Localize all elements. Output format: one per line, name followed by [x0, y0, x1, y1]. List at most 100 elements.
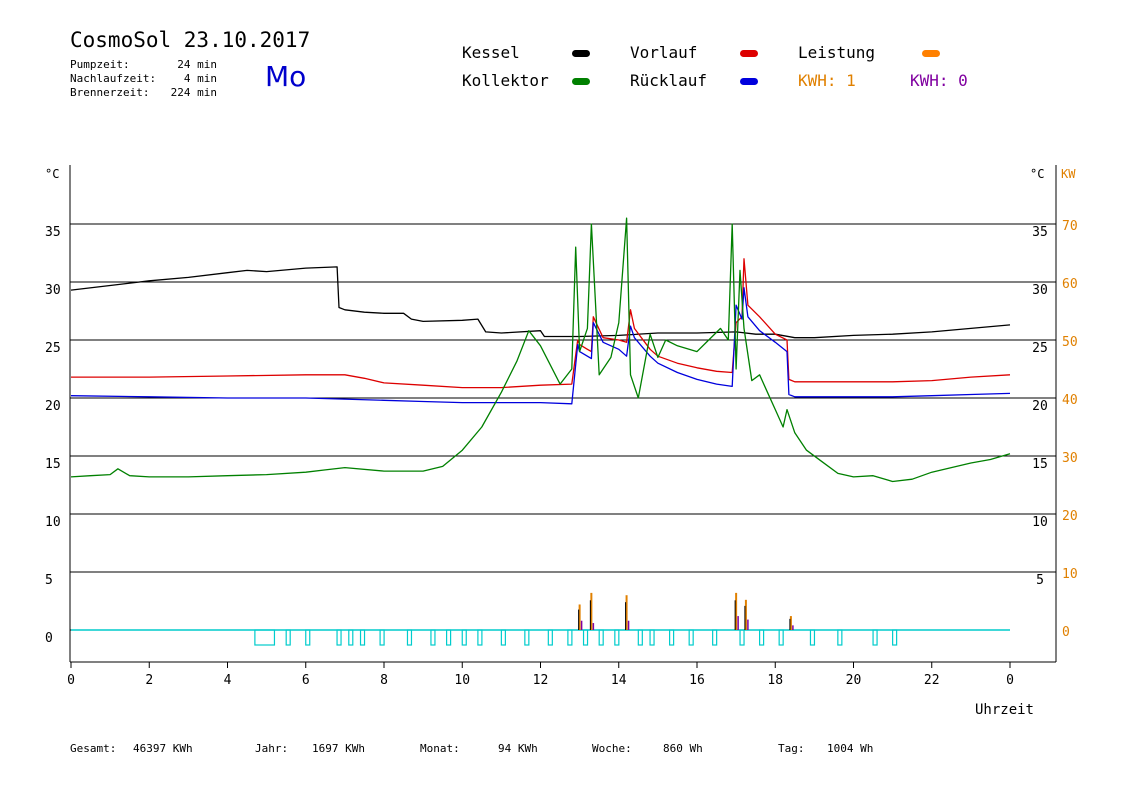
series-line-kessel [70, 266, 1011, 339]
pump-pulse [614, 629, 620, 646]
pump-pulse [837, 629, 843, 646]
series-line-rcklauf [70, 287, 1011, 405]
kw-tick-label: 30 [1062, 451, 1078, 466]
stat-brennerzeit-value: 224 min [170, 86, 217, 99]
y-tick-label-right: 25 [1032, 341, 1048, 356]
kw-unit: KW [1061, 167, 1076, 181]
footer-monat-label: Monat: [420, 742, 460, 755]
series-line-vorlauf [71, 258, 1011, 389]
kw-tick-label: 0 [1062, 625, 1070, 640]
y-tick-label-left: 10 [45, 515, 61, 530]
y-unit-left: °C [45, 167, 59, 181]
pump-pulse [758, 629, 765, 646]
y-unit-right: °C [1030, 167, 1044, 181]
stat-nachlaufzeit-value: 4 min [183, 72, 217, 85]
y-tick-label-right: 15 [1032, 457, 1048, 472]
y-tick-label-left: 0 [45, 631, 53, 646]
kw-tick-label: 20 [1062, 509, 1078, 524]
pump-pulse [669, 629, 675, 646]
kw-tick-label: 50 [1062, 335, 1078, 350]
pump-pulse [649, 629, 655, 646]
pump-pulse [305, 629, 311, 646]
footer-woche-label: Woche: [592, 742, 632, 755]
y-tick-label-left: 15 [45, 457, 61, 472]
pump-pulse [500, 629, 506, 646]
legend-label-kollektor: Kollektor [462, 71, 549, 90]
pump-pulse [461, 629, 467, 646]
legend-label-leistung: Leistung [798, 43, 876, 62]
footer-jahr-value: 1697 KWh [312, 742, 365, 755]
pump-pulse [892, 629, 898, 646]
pump-pulse [712, 629, 718, 646]
pump-pulse [430, 629, 436, 646]
page-title: CosmoSol 23.10.2017 [70, 28, 311, 52]
chart-axes [69, 165, 1057, 668]
legend-swatch-vorlauf [740, 50, 758, 57]
y-tick-label-left: 30 [45, 283, 61, 298]
pump-pulse [688, 629, 694, 646]
x-tick-label: 0 [1006, 673, 1014, 688]
pump-pulse [567, 629, 573, 646]
chart-grid [70, 223, 1056, 631]
y-tick-label-left: 25 [45, 341, 61, 356]
pump-pulse [872, 629, 878, 646]
x-tick-label: 14 [611, 673, 627, 688]
pump-pulse [739, 629, 745, 646]
legend-label-vorlauf: Vorlauf [630, 43, 698, 62]
x-tick-label: 10 [454, 673, 470, 688]
legend-label-kessel: Kessel [462, 43, 520, 62]
pump-pulse [359, 629, 366, 646]
footer-jahr-label: Jahr: [255, 742, 289, 755]
chart-tick-labels: 0 2 4 6 8 10 12 14 16 18 20 22 035302520151050353025… [45, 167, 1078, 718]
y-tick-label-left: 35 [45, 225, 61, 240]
x-tick-label: 16 [689, 673, 705, 688]
stat-pumpzeit-label: Pumpzeit: [70, 58, 130, 71]
y-tick-label-right: 20 [1032, 399, 1048, 414]
pump-pulse [446, 629, 452, 646]
pump-pulse [809, 629, 816, 646]
series-line-kollektor [70, 217, 1011, 483]
pump-pulse [582, 629, 589, 646]
x-tick-label: 20 [846, 673, 862, 688]
x-tick-label: 12 [533, 673, 549, 688]
kw-tick-label: 10 [1062, 567, 1078, 582]
pump-pulse [778, 629, 784, 646]
stat-brennerzeit-label: Brennerzeit: [70, 86, 150, 99]
legend-swatch-leistung [922, 50, 940, 57]
footer-gesamt-label: Gesamt: [70, 742, 117, 755]
kw-tick-label: 40 [1062, 393, 1078, 408]
footer-tag-value: 1004 Wh [827, 742, 874, 755]
stat-pumpzeit-value: 24 min [177, 58, 217, 71]
x-tick-label: 8 [380, 673, 388, 688]
pump-pulse [285, 629, 291, 646]
footer-woche-value: 860 Wh [663, 742, 703, 755]
legend-swatch-kollektor [572, 78, 590, 85]
x-tick-label: 2 [145, 673, 153, 688]
pump-pulse [547, 629, 553, 646]
pump-pulse [524, 629, 530, 646]
y-tick-label-right: 30 [1032, 283, 1048, 298]
pump-pulse [379, 629, 385, 646]
pump-pulse [406, 629, 413, 646]
y-tick-label-right: 35 [1032, 225, 1048, 240]
y-tick-label-left: 5 [45, 573, 53, 588]
x-tick-label: 6 [302, 673, 310, 688]
kw-tick-label: 60 [1062, 277, 1078, 292]
footer-monat-value: 94 KWh [498, 742, 538, 755]
footer-gesamt-value: 46397 KWh [133, 742, 193, 755]
footer-tag-label: Tag: [778, 742, 805, 755]
pump-pulse [637, 629, 643, 646]
kw-tick-label: 70 [1062, 219, 1078, 234]
legend-label-kwh0: KWH: 0 [910, 71, 968, 90]
x-tick-label: 22 [924, 673, 940, 688]
pump-pulse [336, 629, 342, 646]
legend-swatch-kessel [572, 50, 590, 57]
pump-pulse [254, 629, 276, 646]
legend-swatch-ruecklauf [740, 78, 758, 85]
y-tick-label-right: 5 [1036, 573, 1044, 588]
x-axis-label: Uhrzeit [975, 702, 1034, 718]
legend-label-ruecklauf: Rücklauf [630, 71, 708, 90]
stat-nachlaufzeit-label: Nachlaufzeit: [70, 72, 157, 85]
x-tick-label: 4 [224, 673, 232, 688]
